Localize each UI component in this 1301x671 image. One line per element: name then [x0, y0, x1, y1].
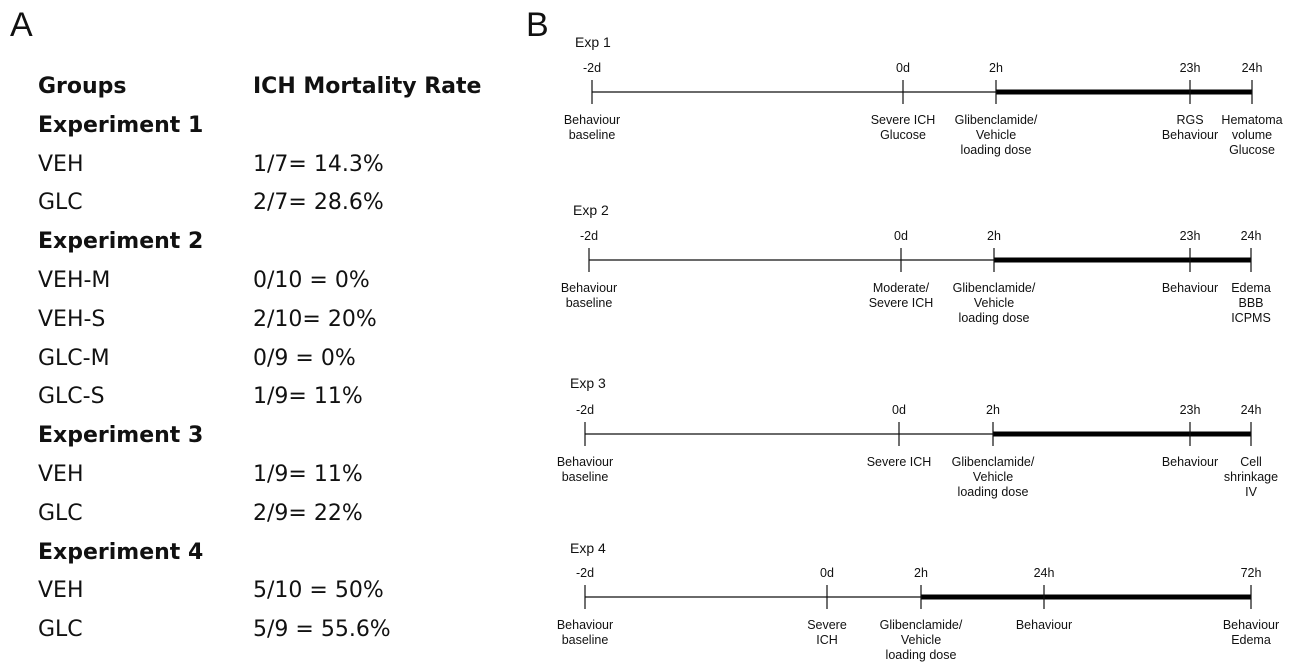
timepoint-label: 72h	[1241, 566, 1262, 580]
panel-a-letter: A	[10, 6, 33, 44]
event-label: Cell shrinkage IV	[1224, 455, 1278, 499]
group-name: VEH-M	[38, 267, 111, 293]
timeline-title: Exp 4	[570, 540, 606, 556]
table-row: VEH 5/10 = 50%	[38, 572, 508, 611]
event-label: Severe ICH	[867, 455, 932, 469]
event-label: Severe ICH	[807, 618, 847, 647]
timeline-title: Exp 2	[573, 202, 609, 218]
event-label: Behaviour	[1162, 455, 1218, 469]
event-label: Behaviour baseline	[557, 618, 613, 647]
table-row: VEH 1/7= 14.3%	[38, 146, 508, 185]
timepoint-label: 0d	[896, 61, 910, 75]
event-label: Glibenclamide/Vehicle loading dose	[955, 113, 1038, 157]
group-name: GLC	[38, 617, 83, 643]
experiment-heading: Experiment 4	[38, 539, 204, 565]
timepoint-label: 23h	[1180, 403, 1201, 417]
event-label: Behaviour baseline	[561, 281, 617, 310]
experiment-heading: Experiment 3	[38, 423, 204, 449]
timepoint-label: 2h	[914, 566, 928, 580]
timepoint-label: -2d	[580, 229, 598, 243]
timepoint-label: 24h	[1241, 229, 1262, 243]
timeline-exp-2: Exp 2 -2d Behaviour baseline 0d Moderate/Seve…	[561, 202, 1271, 325]
group-name: GLC	[38, 190, 83, 216]
timepoint-label: 23h	[1180, 61, 1201, 75]
timepoint-label: 24h	[1241, 403, 1262, 417]
mortality-value: 5/10 = 50%	[253, 578, 384, 604]
timepoint-label: 2h	[987, 229, 1001, 243]
mortality-value: 0/9 = 0%	[253, 345, 356, 371]
event-label: Moderate/Severe ICH	[869, 281, 934, 310]
event-label: Hematoma volume Glucose	[1221, 113, 1282, 157]
event-label: Glibenclamide/Vehicle loading dose	[880, 618, 963, 662]
mortality-value: 1/9= 11%	[253, 461, 363, 487]
table-row: GLC-S 1/9= 11%	[38, 378, 508, 417]
table-row: GLC-M 0/9 = 0%	[38, 340, 508, 379]
mortality-table: Groups ICH Mortality Rate Experiment 1 V…	[38, 68, 508, 650]
mortality-value: 2/7= 28.6%	[253, 190, 384, 216]
timeline-exp-3: Exp 3 -2d Behaviour baseline 0d Severe ICH 2h G…	[557, 375, 1278, 499]
timepoint-label: -2d	[576, 566, 594, 580]
event-label: Severe ICH Glucose	[871, 113, 936, 142]
mortality-value: 1/9= 11%	[253, 384, 363, 410]
event-label: Glibenclamide/Vehicle loading dose	[952, 455, 1035, 499]
event-label: Behaviour Edema	[1223, 618, 1279, 647]
table-row: GLC 2/9= 22%	[38, 495, 508, 534]
timeline-exp-4: Exp 4 -2d Behaviour baseline 0d Severe ICH 2h Gl…	[557, 540, 1279, 662]
event-label: Behaviour baseline	[564, 113, 620, 142]
timepoint-label: 23h	[1180, 229, 1201, 243]
event-label: Behaviour baseline	[557, 455, 613, 484]
group-name: VEH-S	[38, 306, 106, 332]
mortality-value: 2/10= 20%	[253, 306, 377, 332]
timepoint-label: 24h	[1034, 566, 1055, 580]
experiment-heading: Experiment 1	[38, 112, 204, 138]
event-label: Edema BBB ICPMS	[1231, 281, 1271, 325]
event-label: Glibenclamide/Vehicle loading dose	[953, 281, 1036, 325]
group-name: VEH	[38, 151, 84, 177]
event-label: Behaviour	[1162, 281, 1218, 295]
event-label: Behaviour	[1016, 618, 1072, 632]
timepoint-label: -2d	[583, 61, 601, 75]
table-row: GLC 2/7= 28.6%	[38, 184, 508, 223]
mortality-value: 5/9 = 55.6%	[253, 617, 391, 643]
timepoint-label: 0d	[894, 229, 908, 243]
group-name: GLC-S	[38, 384, 105, 410]
panel-b-letter: B	[526, 6, 549, 44]
timeline-exp-1: Exp 1 -2d Behaviour baseline 0d Severe ICH Glu…	[564, 34, 1283, 157]
timepoint-label: 0d	[820, 566, 834, 580]
mortality-rate-header: ICH Mortality Rate	[253, 74, 482, 99]
table-row: VEH-M 0/10 = 0%	[38, 262, 508, 301]
table-header-row: Groups ICH Mortality Rate	[38, 68, 508, 107]
group-name: GLC	[38, 500, 83, 526]
timeline-title: Exp 1	[575, 34, 611, 50]
table-row: VEH 1/9= 11%	[38, 456, 508, 495]
event-label: RGS Behaviour	[1162, 113, 1218, 142]
group-name: VEH	[38, 578, 84, 604]
group-name: GLC-M	[38, 345, 110, 371]
groups-header: Groups	[38, 74, 127, 99]
timepoint-label: 0d	[892, 403, 906, 417]
mortality-value: 0/10 = 0%	[253, 267, 370, 293]
table-row: GLC 5/9 = 55.6%	[38, 611, 508, 650]
experiment-heading: Experiment 2	[38, 229, 204, 255]
timepoint-label: 2h	[986, 403, 1000, 417]
mortality-value: 1/7= 14.3%	[253, 151, 384, 177]
timepoint-label: -2d	[576, 403, 594, 417]
table-row: VEH-S 2/10= 20%	[38, 301, 508, 340]
timepoint-label: 24h	[1242, 61, 1263, 75]
timeline-title: Exp 3	[570, 375, 606, 391]
mortality-value: 2/9= 22%	[253, 500, 363, 526]
group-name: VEH	[38, 461, 84, 487]
timepoint-label: 2h	[989, 61, 1003, 75]
